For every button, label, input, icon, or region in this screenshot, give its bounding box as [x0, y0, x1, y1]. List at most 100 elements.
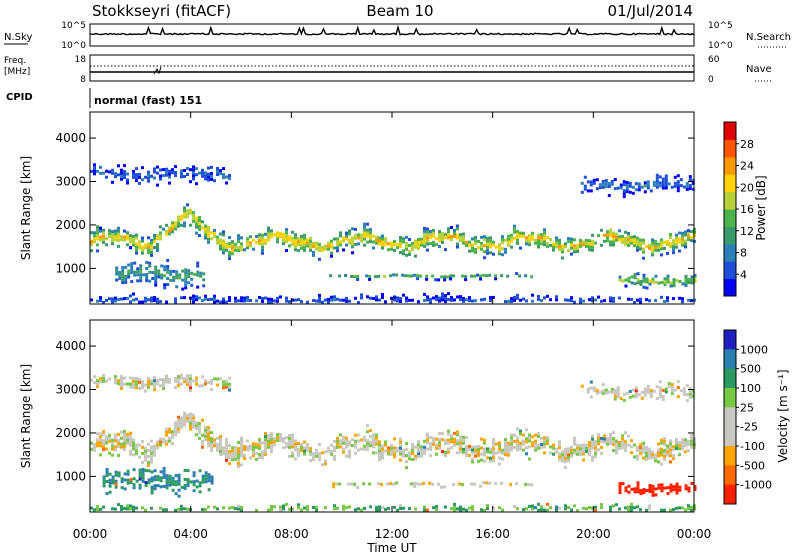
heatmap-cell: [591, 437, 594, 441]
heatmap-cell: [138, 483, 142, 487]
heatmap-cell: [396, 508, 399, 512]
heatmap-cell: [246, 448, 249, 452]
heatmap-cell: [252, 454, 255, 458]
heatmap-cell: [513, 433, 516, 437]
heatmap-cell: [654, 453, 657, 457]
heatmap-cell: [423, 241, 426, 245]
x-tick-label: 04:00: [173, 527, 208, 541]
heatmap-cell: [228, 376, 231, 380]
heatmap-cell: [111, 230, 114, 234]
heatmap-cell: [622, 189, 626, 193]
heatmap-cell: [240, 242, 243, 246]
power-heatmap: [90, 163, 697, 304]
heatmap-cell: [117, 238, 120, 242]
heatmap-cell: [222, 386, 225, 390]
heatmap-cell: [601, 179, 605, 183]
heatmap-cell: [561, 453, 564, 457]
heatmap-cell: [470, 482, 474, 486]
heatmap-cell: [684, 242, 687, 246]
heatmap-cell: [177, 378, 180, 382]
colorbar-tick-label: -100: [740, 440, 765, 453]
heatmap-cell: [93, 448, 96, 452]
heatmap-cell: [389, 274, 393, 278]
heatmap-cell: [291, 442, 294, 446]
heatmap-cell: [492, 252, 495, 256]
heatmap-cell: [540, 242, 543, 246]
heatmap-cell: [441, 241, 444, 244]
heatmap-cell: [189, 380, 192, 384]
heatmap-cell: [294, 239, 297, 243]
heatmap-cell: [537, 443, 540, 447]
heatmap-cell: [183, 169, 186, 172]
heatmap-cell: [145, 279, 149, 282]
heatmap-cell: [378, 440, 381, 444]
colorbar-swatch: [724, 174, 736, 193]
heatmap-cell: [237, 462, 240, 466]
heatmap-cell: [240, 436, 243, 440]
heatmap-cell: [354, 451, 357, 455]
heatmap-cell: [282, 440, 285, 444]
heatmap-cell: [597, 433, 600, 437]
heatmap-cell: [540, 508, 543, 512]
heatmap-cell: [489, 239, 492, 243]
heatmap-cell: [255, 299, 258, 303]
heatmap-cell: [264, 241, 267, 245]
heatmap-cell: [669, 242, 672, 245]
heatmap-cell: [132, 172, 135, 176]
heatmap-cell: [123, 382, 126, 386]
heatmap-cell: [225, 379, 228, 383]
heatmap-cell: [684, 278, 688, 281]
heatmap-cell: [405, 241, 408, 245]
heatmap-cell: [141, 300, 144, 304]
heatmap-cell: [510, 448, 513, 452]
heatmap-cell: [477, 240, 480, 243]
heatmap-cell: [672, 281, 676, 285]
heatmap-cell: [225, 452, 228, 456]
heatmap-cell: [117, 229, 120, 233]
heatmap-cell: [678, 453, 681, 457]
heatmap-cell: [196, 264, 200, 268]
heatmap-cell: [468, 453, 471, 457]
heatmap-cell: [231, 240, 234, 244]
heatmap-cell: [177, 224, 180, 228]
heatmap-cell: [528, 439, 531, 443]
heatmap-cell: [636, 248, 639, 252]
heatmap-cell: [168, 229, 171, 233]
heatmap-cell: [111, 242, 114, 246]
heatmap-cell: [582, 458, 585, 462]
heatmap-cell: [510, 245, 513, 249]
heatmap-cell: [595, 391, 599, 395]
heatmap-cell: [612, 237, 615, 241]
heatmap-cell: [306, 241, 309, 245]
heatmap-cell: [183, 486, 187, 490]
heatmap-cell: [681, 240, 684, 244]
heatmap-cell: [93, 169, 96, 173]
heatmap-cell: [576, 244, 579, 247]
heatmap-cell: [135, 452, 138, 456]
heatmap-cell: [595, 178, 599, 182]
heatmap-cell: [540, 233, 543, 237]
heatmap-cell: [237, 507, 240, 511]
heatmap-cell: [624, 284, 628, 288]
colorbar-swatch: [724, 191, 736, 210]
heatmap-cell: [462, 435, 465, 439]
heatmap-cell: [123, 238, 126, 242]
heatmap-cell: [419, 274, 423, 278]
heatmap-cell: [479, 277, 483, 281]
heatmap-cell: [129, 234, 132, 238]
heatmap-cell: [675, 506, 678, 510]
heatmap-cell: [120, 297, 123, 301]
heatmap-cell: [534, 445, 537, 449]
heatmap-cell: [114, 433, 117, 437]
heatmap-cell: [447, 429, 450, 433]
heatmap-cell: [405, 442, 408, 446]
heatmap-cell: [186, 374, 189, 378]
heatmap-cell: [150, 445, 153, 449]
heatmap-cell: [96, 231, 99, 235]
heatmap-cell: [216, 383, 219, 387]
heatmap-cell: [249, 444, 252, 448]
heatmap-cell: [169, 272, 173, 276]
heatmap-cell: [294, 457, 297, 461]
x-tick-label: 16:00: [475, 527, 510, 541]
heatmap-cell: [658, 386, 662, 390]
